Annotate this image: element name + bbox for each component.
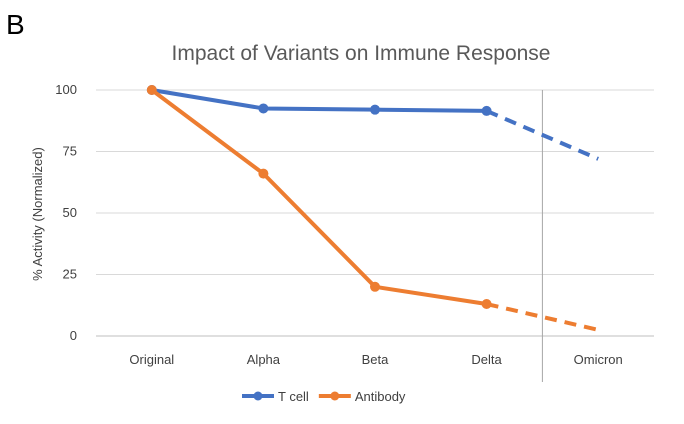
antibody-point — [146, 85, 157, 95]
y-axis-title: % Activity (Normalized) — [30, 147, 45, 281]
t-cell-point — [258, 103, 269, 114]
x-tick-label: Alpha — [247, 352, 281, 367]
gridlines — [96, 89, 654, 337]
legend-label-antibody: Antibody — [355, 389, 406, 404]
t-cell-point — [370, 104, 380, 115]
antibody-line — [149, 88, 489, 307]
x-tick-label: Beta — [362, 352, 390, 367]
chart-title: Impact of Variants on Immune Response — [172, 42, 551, 65]
series-lines — [146, 85, 599, 332]
t-cell-point — [481, 105, 492, 116]
y-tick-label: 50 — [63, 205, 77, 220]
t-cell-line — [149, 88, 489, 113]
antibody-point — [481, 299, 492, 310]
legend-marker-t-cell — [253, 391, 263, 401]
legend-label-t-cell: T cell — [278, 389, 309, 404]
x-tick-label: Original — [129, 352, 174, 367]
panel-label: B — [6, 9, 25, 40]
x-tick-label: Delta — [471, 352, 502, 367]
y-tick-label: 25 — [63, 267, 77, 282]
antibody-point — [258, 168, 269, 179]
y-tick-label: 75 — [63, 144, 77, 159]
y-tick-label: 100 — [55, 82, 77, 97]
legend-marker-antibody — [330, 391, 340, 401]
x-tick-labels: Original Alpha Beta Delta Omicron — [129, 352, 622, 367]
y-tick-label: 0 — [70, 328, 77, 343]
t-cell-projection-line — [485, 109, 599, 161]
legend: T cell Antibody — [242, 389, 406, 404]
antibody-point — [370, 281, 380, 292]
x-tick-label: Omicron — [574, 352, 623, 367]
y-tick-labels: 0 25 50 75 100 — [55, 82, 77, 343]
